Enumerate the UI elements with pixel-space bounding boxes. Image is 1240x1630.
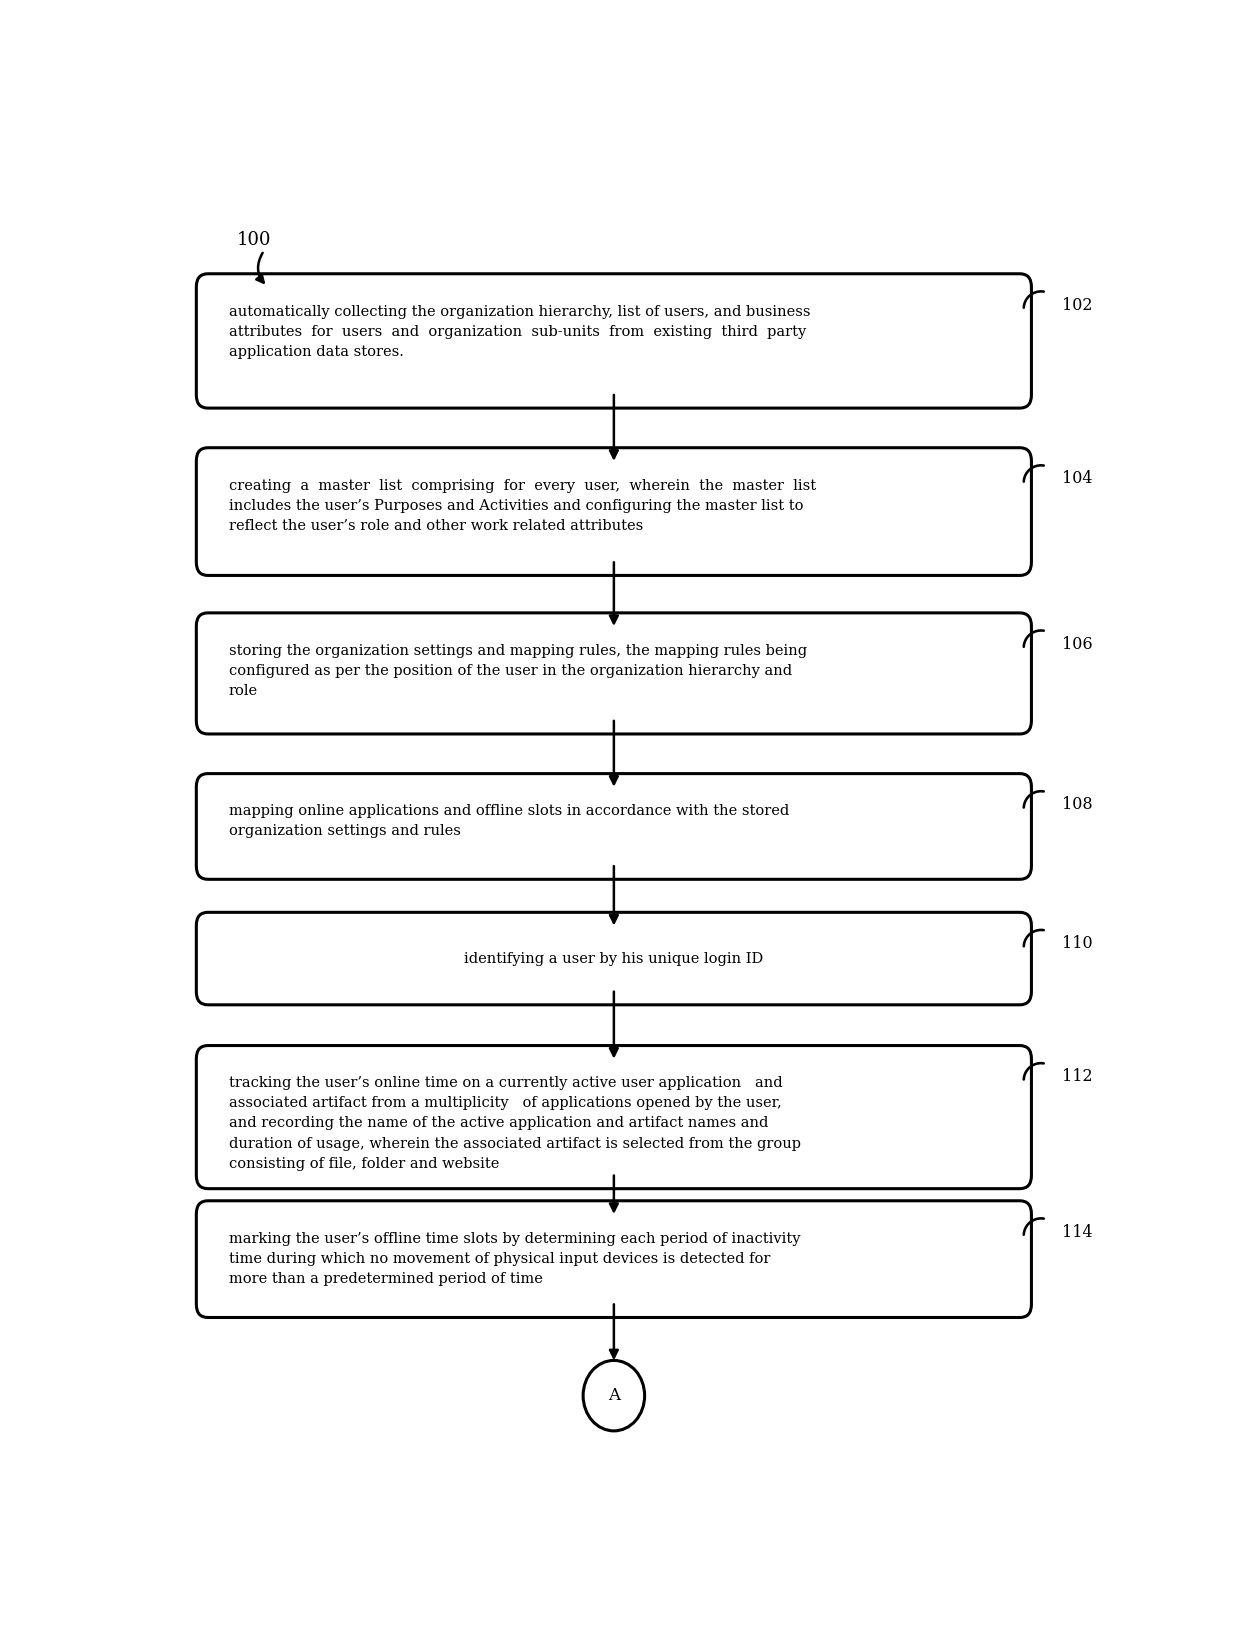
- Text: 104: 104: [1063, 471, 1092, 487]
- Text: marking the user’s offline time slots by determining each period of inactivity
t: marking the user’s offline time slots by…: [229, 1232, 801, 1286]
- Text: storing the organization settings and mapping rules, the mapping rules being
con: storing the organization settings and ma…: [229, 644, 807, 698]
- FancyBboxPatch shape: [196, 448, 1032, 575]
- FancyBboxPatch shape: [196, 274, 1032, 408]
- FancyBboxPatch shape: [196, 613, 1032, 734]
- Text: 114: 114: [1063, 1224, 1092, 1240]
- Text: 110: 110: [1063, 936, 1092, 952]
- Text: 106: 106: [1063, 636, 1092, 652]
- FancyBboxPatch shape: [196, 913, 1032, 1004]
- Text: 100: 100: [237, 231, 272, 249]
- Text: 108: 108: [1063, 797, 1092, 813]
- Text: 112: 112: [1063, 1068, 1092, 1086]
- Text: 102: 102: [1063, 297, 1092, 313]
- FancyBboxPatch shape: [196, 1045, 1032, 1188]
- Circle shape: [583, 1361, 645, 1431]
- Text: automatically collecting the organization hierarchy, list of users, and business: automatically collecting the organizatio…: [229, 305, 811, 359]
- Text: mapping online applications and offline slots in accordance with the stored
orga: mapping online applications and offline …: [229, 805, 789, 838]
- Text: identifying a user by his unique login ID: identifying a user by his unique login I…: [464, 952, 764, 965]
- FancyBboxPatch shape: [196, 1201, 1032, 1317]
- FancyBboxPatch shape: [196, 774, 1032, 879]
- Text: tracking the user’s online time on a currently active user application   and
ass: tracking the user’s online time on a cur…: [229, 1076, 801, 1170]
- Text: creating  a  master  list  comprising  for  every  user,  wherein  the  master  : creating a master list comprising for ev…: [229, 479, 816, 533]
- Text: A: A: [608, 1387, 620, 1403]
